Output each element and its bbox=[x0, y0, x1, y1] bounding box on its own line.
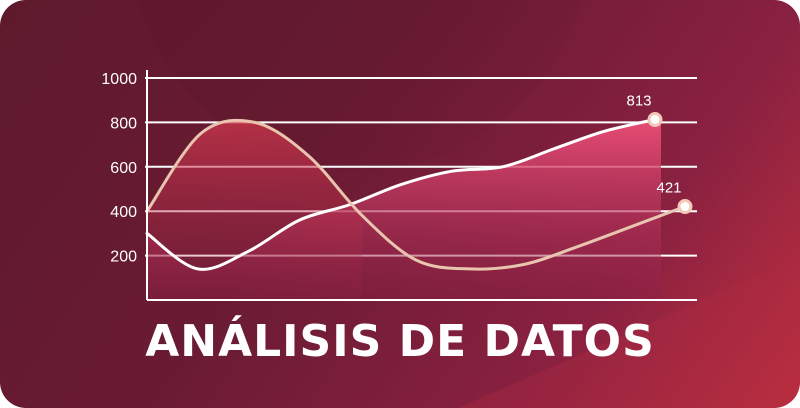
y-tick-label-1000: 1000 bbox=[101, 71, 137, 88]
series-2-data-label: 813 bbox=[626, 93, 651, 110]
series-1-area bbox=[147, 120, 363, 300]
series-layer bbox=[145, 118, 687, 300]
markers: 421 813 bbox=[626, 93, 693, 215]
series-1-line bbox=[145, 118, 687, 271]
chart-title: ANÁLISIS DE DATOS bbox=[145, 316, 655, 367]
background-arc bbox=[457, 254, 800, 408]
series-1-end-marker bbox=[677, 199, 693, 215]
y-tick-label-600: 600 bbox=[110, 160, 137, 177]
y-tick-label-400: 400 bbox=[110, 204, 137, 221]
series-2-end-marker bbox=[647, 112, 663, 128]
series-1-data-label: 421 bbox=[656, 180, 681, 197]
y-tick-label-800: 800 bbox=[110, 115, 137, 132]
axes: 200 400 600 800 1000 bbox=[101, 70, 697, 301]
series-2-line bbox=[145, 118, 657, 271]
y-tick-label-200: 200 bbox=[110, 249, 137, 266]
